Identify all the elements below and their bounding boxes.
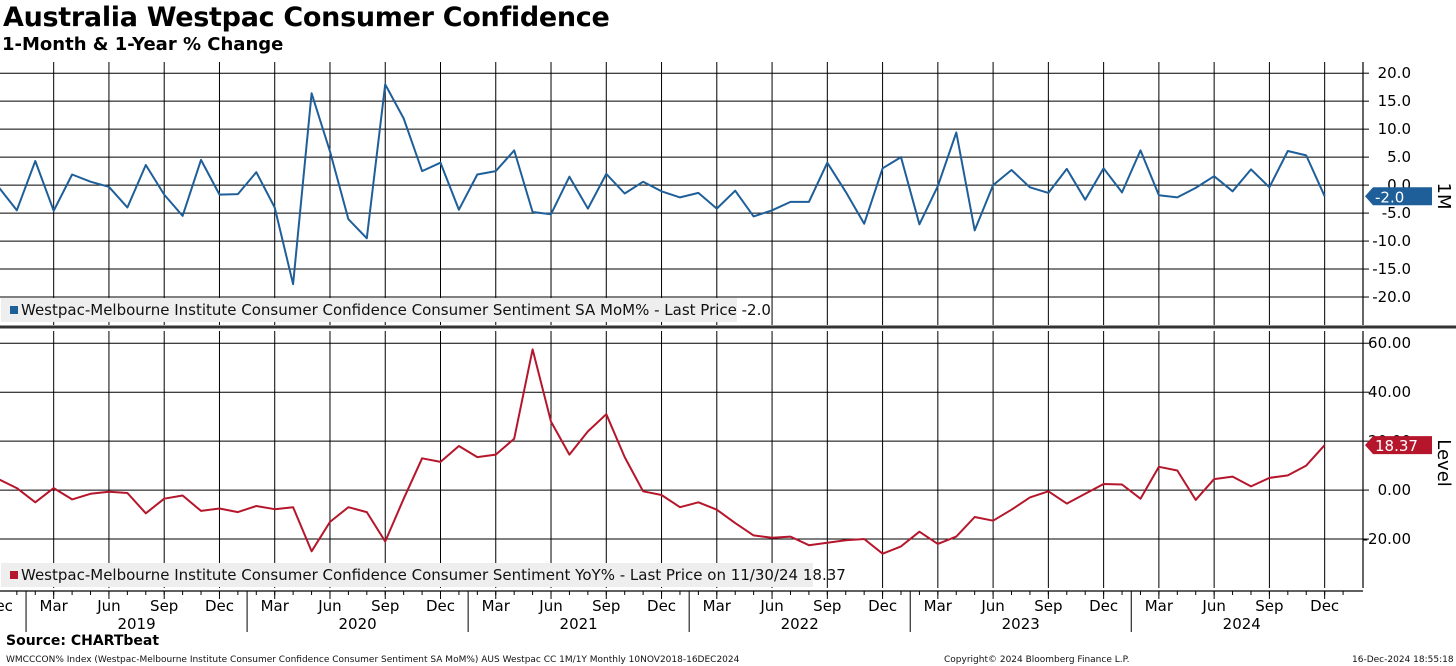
x-tick-label: Mar bbox=[924, 597, 953, 615]
right-axis-label: 1M bbox=[1433, 183, 1454, 210]
x-tick-label: Jun bbox=[980, 597, 1004, 615]
legend-swatch bbox=[10, 306, 18, 314]
x-tick-label: Sep bbox=[592, 597, 620, 615]
x-tick-label: Jun bbox=[317, 597, 341, 615]
series-line bbox=[0, 83, 1326, 286]
x-year-label: 2024 bbox=[1223, 615, 1261, 633]
x-year-label: 2020 bbox=[339, 615, 377, 633]
y-tick-label: -5.0 bbox=[1382, 204, 1411, 222]
chart-title: Australia Westpac Consumer Confidence bbox=[3, 2, 610, 33]
x-year-label: 2023 bbox=[1002, 615, 1040, 633]
footer-copyright: Copyright© 2024 Bloomberg Finance L.P. bbox=[944, 655, 1130, 665]
y-tick-label: -20.0 bbox=[1372, 288, 1411, 306]
last-price-label: 18.37 bbox=[1375, 437, 1418, 455]
y-tick-label: 40.00 bbox=[1368, 383, 1411, 401]
y-tick-label: -10.0 bbox=[1372, 232, 1411, 250]
footer-index-description: WMCCCON% Index (Westpac-Melbourne Instit… bbox=[6, 655, 740, 665]
legend-label: Westpac-Melbourne Institute Consumer Con… bbox=[21, 301, 771, 319]
x-year-label: 2021 bbox=[560, 615, 598, 633]
series-line bbox=[0, 348, 1326, 555]
y-tick-label: 5.0 bbox=[1387, 148, 1411, 166]
y-tick-label: 20.0 bbox=[1378, 64, 1411, 82]
x-tick-label: Sep bbox=[1255, 597, 1283, 615]
x-tick-label: Jun bbox=[538, 597, 562, 615]
x-tick-label: Jun bbox=[759, 597, 783, 615]
mom-panel: -20.0-15.0-10.0-5.00.05.010.015.020.0-2.… bbox=[0, 62, 1454, 325]
x-tick-label: Sep bbox=[1034, 597, 1062, 615]
legend-box bbox=[1, 563, 813, 587]
y-tick-label: -20.00 bbox=[1363, 530, 1411, 548]
x-tick-label: Dec bbox=[0, 597, 13, 615]
x-tick-label: Sep bbox=[371, 597, 399, 615]
x-tick-label: Dec bbox=[868, 597, 897, 615]
last-price-tag bbox=[1365, 187, 1432, 206]
x-tick-label: Mar bbox=[703, 597, 732, 615]
x-tick-label: Dec bbox=[205, 597, 234, 615]
legend-swatch bbox=[10, 571, 18, 579]
right-axis-label: Level bbox=[1433, 439, 1454, 487]
source-label: Source: CHARTbeat bbox=[6, 633, 160, 649]
x-tick-label: Jun bbox=[1201, 597, 1225, 615]
x-tick-label: Dec bbox=[647, 597, 676, 615]
last-price-label: -2.0 bbox=[1375, 188, 1404, 206]
footer-timestamp: 16-Dec-2024 18:55:18 bbox=[1352, 655, 1454, 665]
x-year-label: 2022 bbox=[781, 615, 819, 633]
x-tick-label: Sep bbox=[813, 597, 841, 615]
x-tick-label: Mar bbox=[482, 597, 511, 615]
x-tick-label: Dec bbox=[426, 597, 455, 615]
y-tick-label: 0.00 bbox=[1378, 481, 1411, 499]
y-tick-label: 10.0 bbox=[1378, 120, 1411, 138]
x-tick-label: Sep bbox=[150, 597, 178, 615]
y-tick-label: 60.00 bbox=[1368, 334, 1411, 352]
x-tick-label: Mar bbox=[261, 597, 290, 615]
yoy-panel: -20.000.0020.0040.0060.0018.37LevelWestp… bbox=[0, 331, 1454, 588]
y-tick-label: 15.0 bbox=[1378, 92, 1411, 110]
x-tick-label: Mar bbox=[40, 597, 69, 615]
x-tick-label: Dec bbox=[1089, 597, 1118, 615]
x-tick-label: Mar bbox=[1145, 597, 1174, 615]
legend-box bbox=[1, 298, 737, 322]
last-price-tag bbox=[1365, 436, 1432, 455]
chart-subtitle: 1-Month & 1-Year % Change bbox=[2, 34, 284, 55]
legend-label: Westpac-Melbourne Institute Consumer Con… bbox=[21, 566, 846, 584]
x-tick-label: Dec bbox=[1310, 597, 1339, 615]
x-tick-label: Jun bbox=[96, 597, 120, 615]
x-year-label: 2019 bbox=[117, 615, 155, 633]
y-tick-label: -15.0 bbox=[1372, 260, 1411, 278]
